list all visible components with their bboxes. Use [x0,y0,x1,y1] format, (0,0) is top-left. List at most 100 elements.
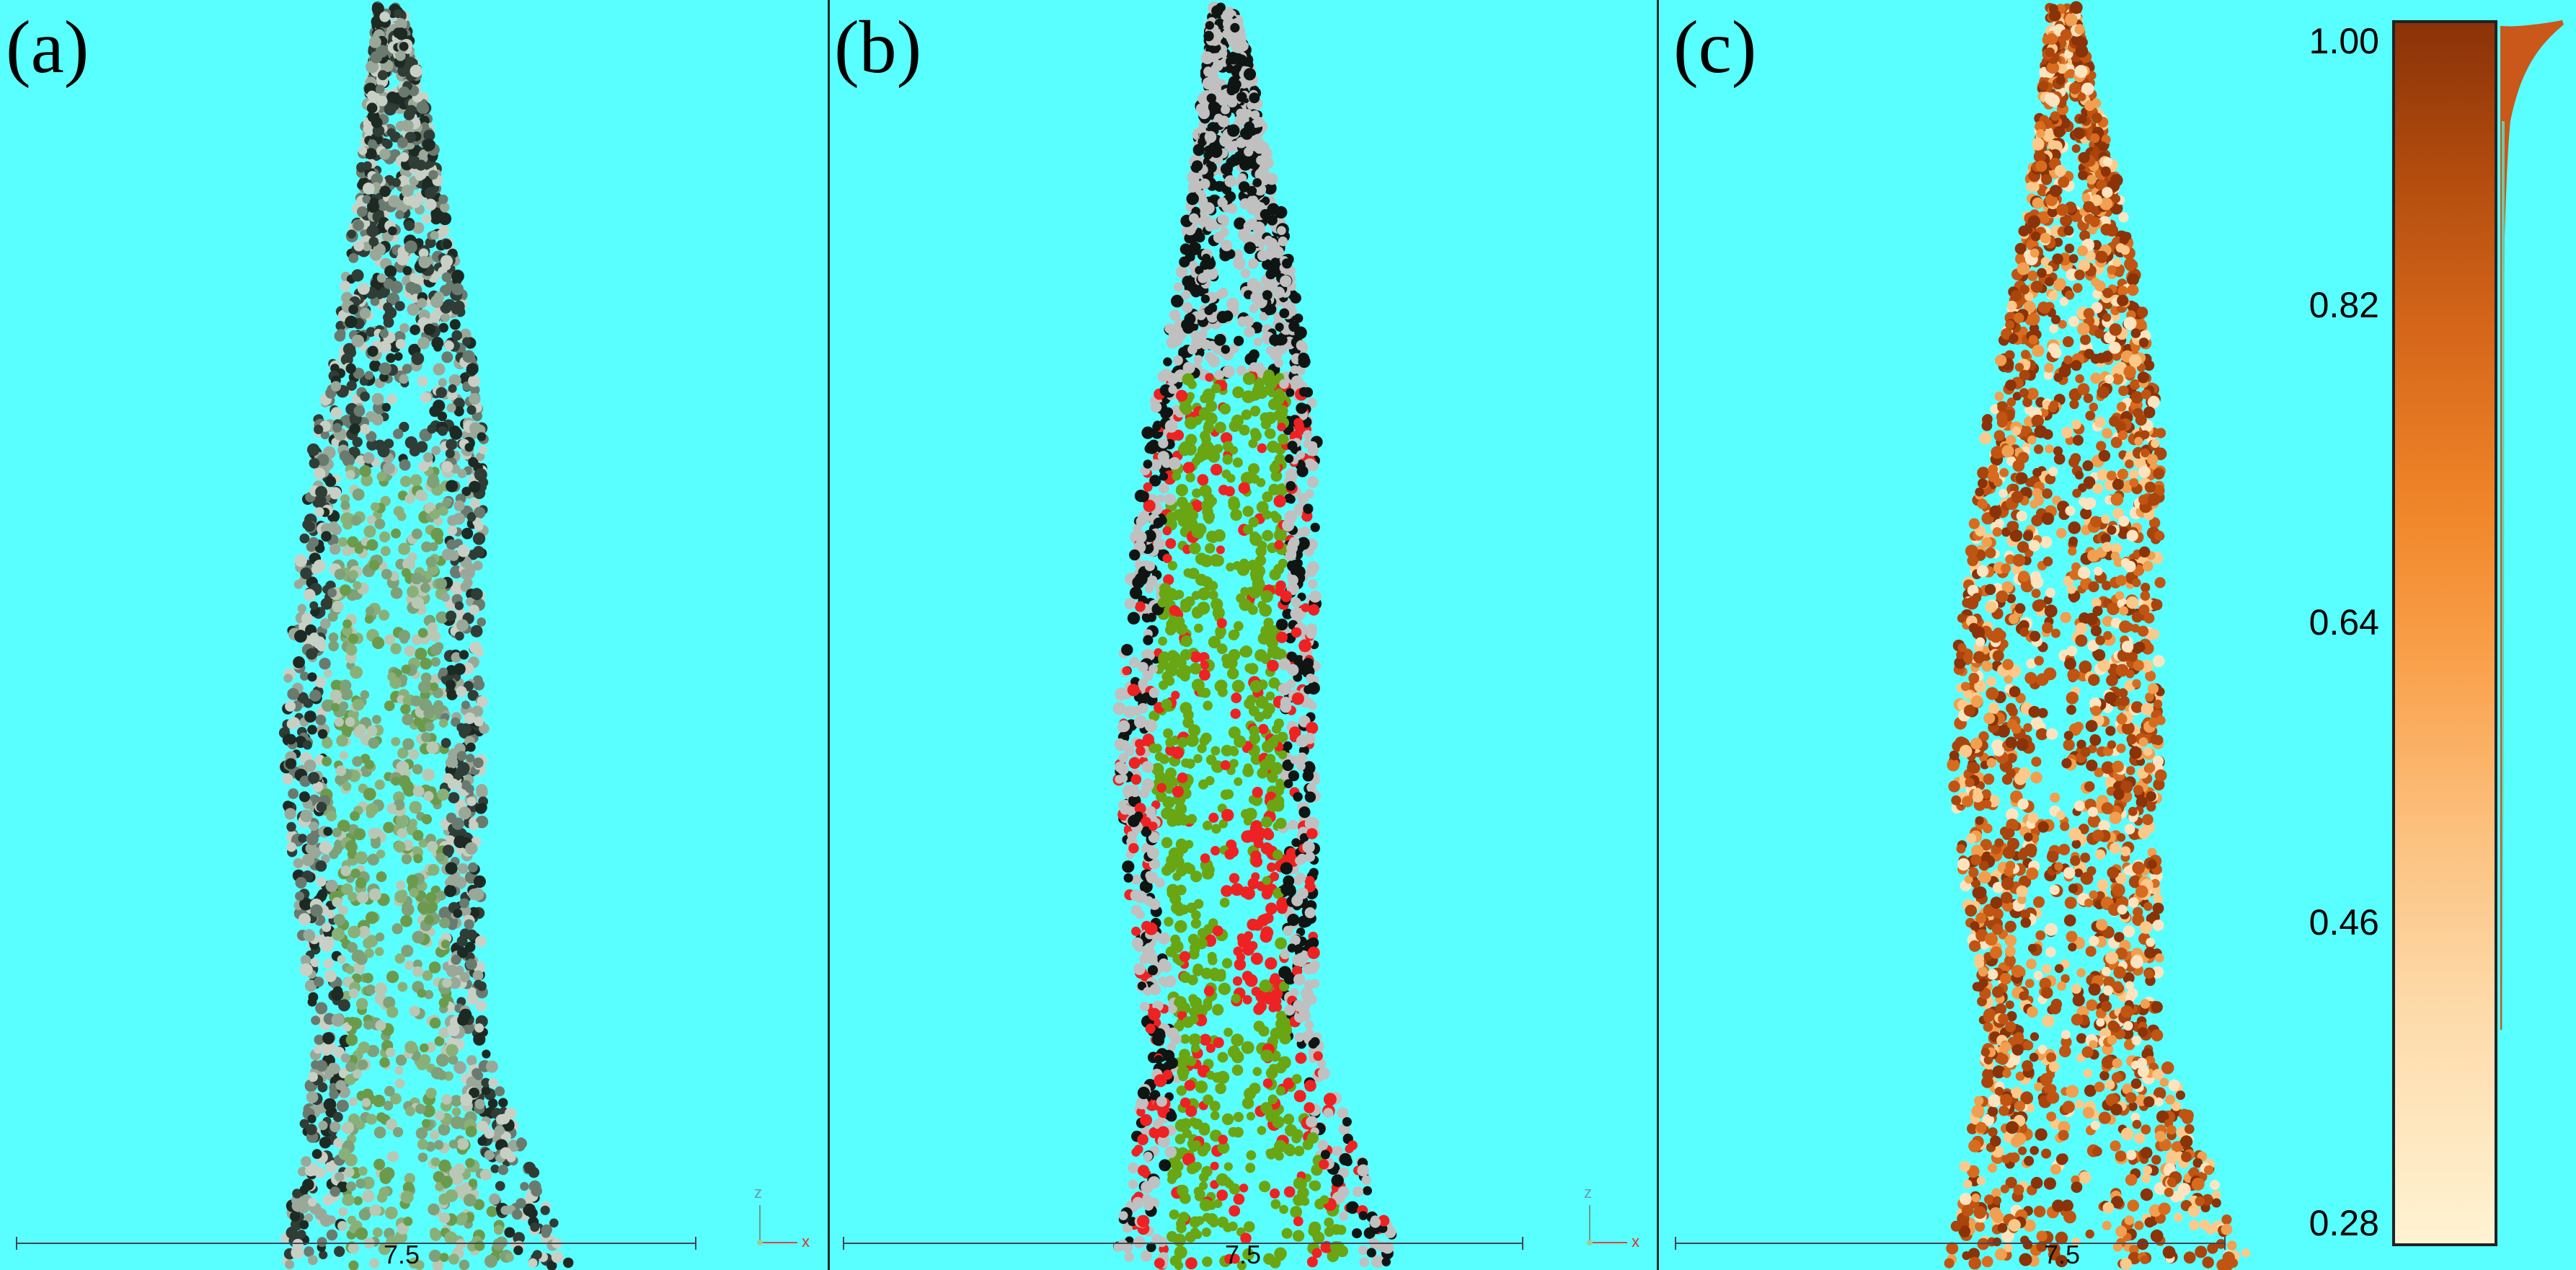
point [1151,402,1162,413]
point [1221,885,1233,897]
point [434,1110,445,1121]
point [513,1232,525,1244]
point [1310,979,1320,989]
point [363,973,373,984]
point [1169,605,1180,617]
point [1245,1163,1256,1173]
point [1226,297,1239,311]
point [319,658,331,670]
point [1239,558,1249,568]
point [383,996,396,1009]
point [305,842,317,855]
point [1302,761,1316,775]
point [285,700,296,712]
point [399,152,410,162]
point [430,1067,444,1080]
point [1263,829,1275,841]
point [323,826,333,837]
point [415,1103,426,1114]
point [366,60,379,74]
point [1307,946,1320,959]
point [1229,759,1239,768]
point [1289,935,1301,946]
point [1128,1162,1139,1174]
point [371,392,384,405]
point [417,298,428,309]
point [299,897,313,911]
point [1148,664,1158,674]
point [1128,1179,1138,1189]
point [1265,691,1275,701]
point [422,1104,435,1118]
point [309,457,320,469]
point [1243,524,1254,535]
point [460,1093,473,1106]
point [438,1212,451,1224]
point [1274,454,1285,465]
point [477,803,487,813]
point [1216,2,1226,12]
point [447,525,458,536]
point [467,689,479,701]
point [1240,1232,1252,1244]
scale-bar-a [16,1237,696,1250]
point [364,948,374,958]
point [466,405,477,415]
point [421,732,431,743]
point [460,581,471,592]
point [347,229,356,239]
point [1303,503,1314,514]
point [1167,883,1179,896]
point [1217,1216,1229,1228]
point [479,723,490,734]
point [322,1032,335,1045]
point [438,1159,451,1173]
point [1231,414,1244,428]
point [337,1221,348,1231]
point [399,421,410,433]
point [1215,971,1226,982]
point [1249,349,1260,361]
point [443,884,457,897]
point [1339,1211,1349,1221]
point [353,1196,363,1206]
point [489,1193,500,1205]
point [1123,1243,1133,1253]
point [1171,690,1180,700]
point [376,850,386,859]
point [330,679,342,692]
point [1162,553,1172,563]
point [1221,239,1233,252]
point [1358,1245,1368,1256]
point [453,1061,466,1074]
point [1306,1256,1318,1268]
point [464,941,476,953]
point [379,329,389,338]
point [366,539,379,551]
point [472,546,485,558]
point [360,690,370,700]
point [351,269,364,282]
point [335,1172,345,1182]
point [365,984,376,995]
point [329,1089,339,1100]
point [395,50,406,61]
point [446,403,456,413]
point [329,1121,341,1133]
point [1306,476,1319,488]
point [404,240,417,254]
point [1308,1039,1318,1049]
point [397,1222,409,1235]
point [1221,1113,1234,1126]
point [363,788,376,801]
point [1275,1062,1287,1074]
point [1257,167,1270,179]
point [437,788,449,801]
point [1157,1134,1170,1148]
point [300,955,311,966]
point [473,1199,484,1211]
point [1190,870,1203,883]
point [1213,60,1223,71]
point [331,1013,345,1027]
point [1287,943,1297,953]
